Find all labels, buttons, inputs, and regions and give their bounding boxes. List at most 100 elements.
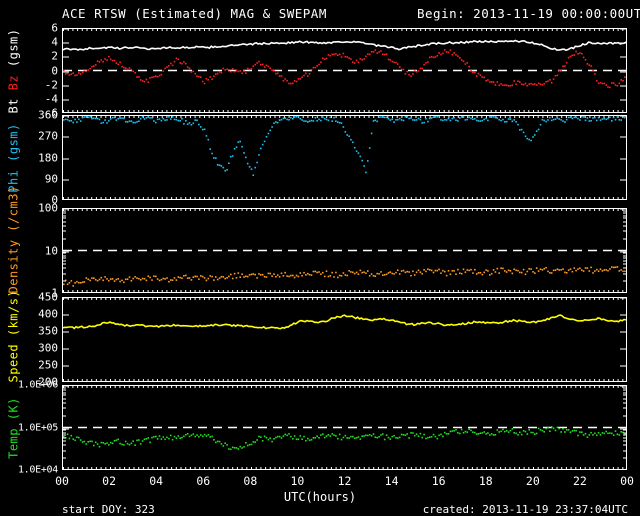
series-point bbox=[295, 274, 298, 277]
series-point bbox=[70, 280, 73, 282]
series-point bbox=[216, 72, 219, 75]
panel-speed[interactable] bbox=[62, 297, 627, 382]
panel-phi[interactable] bbox=[62, 115, 627, 200]
series-point bbox=[290, 435, 292, 438]
series-point bbox=[186, 66, 189, 68]
series-point bbox=[378, 436, 380, 438]
series-point bbox=[391, 118, 393, 120]
series-point bbox=[265, 276, 268, 278]
series-point bbox=[123, 117, 125, 120]
series-point bbox=[117, 117, 119, 120]
series-point bbox=[213, 157, 215, 159]
series-point bbox=[333, 116, 335, 119]
x-axis-title: UTC(hours) bbox=[283, 490, 357, 504]
series-point bbox=[113, 59, 116, 62]
series-point bbox=[151, 436, 153, 439]
series-point bbox=[453, 116, 455, 119]
series-point bbox=[581, 52, 583, 55]
series-point bbox=[419, 432, 422, 435]
series-point bbox=[577, 53, 579, 55]
series-point bbox=[74, 118, 76, 121]
series-point bbox=[483, 118, 485, 121]
panel-density[interactable] bbox=[62, 208, 627, 293]
series-point bbox=[170, 118, 172, 120]
series-point bbox=[582, 434, 585, 436]
series-point bbox=[292, 82, 294, 85]
series-point bbox=[91, 65, 93, 68]
series-point bbox=[513, 119, 515, 121]
series-point bbox=[537, 82, 540, 85]
series-point bbox=[203, 128, 206, 131]
series-point bbox=[622, 116, 624, 118]
series-point bbox=[475, 273, 478, 275]
series-point bbox=[100, 59, 103, 61]
series-point bbox=[502, 118, 504, 121]
y-tick-label: 6 bbox=[51, 21, 58, 35]
series-point bbox=[489, 434, 491, 436]
y-tick-label: 360 bbox=[38, 108, 58, 122]
series-point bbox=[492, 434, 495, 436]
series-point bbox=[177, 435, 180, 437]
series-point bbox=[406, 116, 408, 118]
series-point bbox=[539, 268, 542, 270]
series-point bbox=[138, 120, 140, 122]
series-point bbox=[308, 120, 311, 122]
series-point bbox=[622, 270, 624, 273]
series-point bbox=[239, 276, 241, 278]
series-point bbox=[215, 441, 217, 444]
panel-bt-bz[interactable] bbox=[62, 28, 627, 113]
series-point bbox=[562, 120, 564, 122]
series-point bbox=[348, 437, 350, 439]
series-point bbox=[395, 271, 397, 274]
series-point bbox=[410, 274, 412, 277]
series-point bbox=[590, 120, 592, 122]
series-point bbox=[346, 56, 348, 58]
series-point bbox=[344, 131, 347, 133]
y-axis-ticks-density: 100 10 1 bbox=[0, 203, 58, 299]
series-point bbox=[567, 56, 570, 59]
series-point bbox=[245, 72, 247, 74]
series-point bbox=[564, 271, 566, 274]
series-point bbox=[385, 273, 388, 276]
series-point bbox=[571, 270, 574, 273]
series-point bbox=[485, 433, 487, 435]
series-point bbox=[398, 273, 401, 275]
y-tick-label: 1.0E+06 bbox=[17, 379, 58, 391]
series-point bbox=[383, 116, 386, 119]
panel-temp[interactable] bbox=[62, 385, 627, 470]
series-point bbox=[605, 84, 607, 86]
series-point bbox=[579, 267, 581, 269]
series-point bbox=[423, 121, 425, 124]
series-point bbox=[504, 84, 506, 86]
series-point bbox=[577, 434, 579, 437]
series-point bbox=[442, 435, 444, 438]
series-point bbox=[385, 116, 388, 119]
series-point bbox=[269, 272, 271, 275]
series-point bbox=[543, 119, 545, 122]
series-point bbox=[278, 75, 281, 77]
series-point bbox=[470, 69, 472, 71]
series-point bbox=[560, 431, 562, 433]
series-point bbox=[175, 279, 178, 281]
series-point bbox=[477, 272, 480, 274]
series-point bbox=[132, 70, 134, 72]
series-point bbox=[554, 75, 557, 77]
series-point bbox=[299, 272, 302, 274]
series-point bbox=[359, 155, 362, 158]
series-point bbox=[162, 70, 165, 72]
series-point bbox=[464, 430, 467, 433]
series-point bbox=[186, 433, 189, 435]
series-point bbox=[162, 277, 165, 280]
series-point bbox=[333, 276, 335, 278]
series-point bbox=[303, 271, 305, 274]
series-point bbox=[383, 438, 386, 441]
series-point bbox=[397, 269, 399, 271]
series-point bbox=[612, 266, 615, 269]
series-point bbox=[352, 141, 354, 144]
series-point bbox=[79, 73, 82, 75]
series-point bbox=[246, 67, 249, 70]
series-point bbox=[584, 267, 587, 269]
series-point bbox=[282, 435, 285, 437]
series-point bbox=[507, 118, 510, 120]
